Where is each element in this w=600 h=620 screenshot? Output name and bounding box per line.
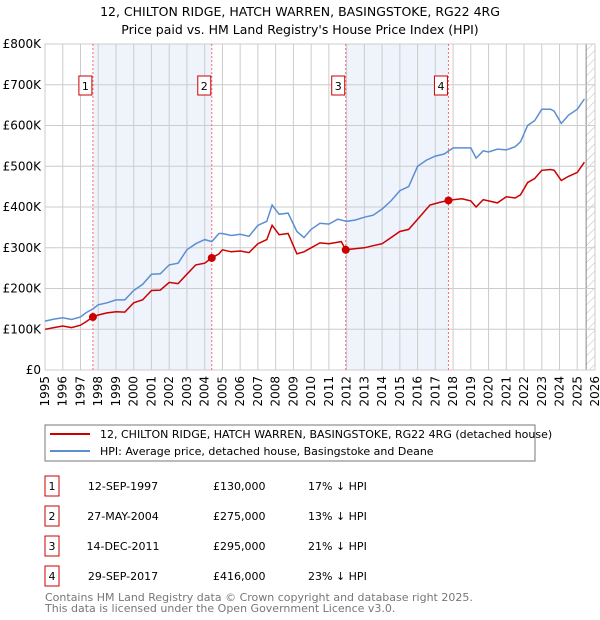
x-tick-label: 2013 — [357, 376, 371, 407]
x-tick-label: 1996 — [56, 376, 70, 407]
x-tick-label: 2025 — [570, 376, 584, 407]
x-tick-label: 2009 — [286, 376, 300, 407]
sale-label-box-1 — [78, 75, 93, 96]
x-tick-label: 1997 — [73, 376, 87, 407]
sale-label-number: 1 — [82, 80, 89, 93]
table-number-box — [44, 505, 60, 527]
x-tick-label: 2019 — [464, 376, 478, 407]
x-tick-label: 2023 — [535, 376, 549, 407]
x-tick-label: 2021 — [499, 376, 513, 407]
plot-border — [44, 43, 596, 371]
chart-subtitle: Price paid vs. HM Land Registry's House … — [121, 22, 478, 37]
table-date: 29-SEP-2017 — [88, 570, 158, 583]
table-price: £275,000 — [213, 510, 266, 523]
sale-label-box-3 — [331, 75, 346, 96]
x-tick-label: 2003 — [180, 376, 194, 407]
x-tick-label: 2018 — [446, 376, 460, 407]
x-tick-label: 1999 — [109, 376, 123, 407]
sale-label-number: 4 — [437, 80, 444, 93]
chart-title: 12, CHILTON RIDGE, HATCH WARREN, BASINGS… — [100, 4, 500, 19]
x-tick-label: 2015 — [393, 376, 407, 407]
y-tick-label: £100K — [3, 322, 43, 336]
y-tick-label: £700K — [3, 78, 43, 92]
y-tick-label: £0 — [26, 363, 41, 377]
table-number: 2 — [49, 510, 56, 523]
table-price: £295,000 — [213, 540, 266, 553]
table-price: £130,000 — [213, 480, 266, 493]
legend-label-price: 12, CHILTON RIDGE, HATCH WARREN, BASINGS… — [100, 428, 552, 441]
table-number: 1 — [49, 480, 56, 493]
y-tick-label: £600K — [3, 119, 43, 133]
x-tick-label: 2020 — [482, 376, 496, 407]
sale-point-4 — [444, 196, 453, 205]
table-hpi-diff: 13% ↓ HPI — [308, 510, 367, 523]
x-tick-label: 1998 — [91, 376, 105, 407]
y-tick-label: £200K — [3, 282, 43, 296]
table-hpi-diff: 21% ↓ HPI — [308, 540, 367, 553]
table-number-box — [44, 475, 60, 497]
sale-label-box-4 — [433, 75, 448, 96]
y-tick-label: £400K — [3, 200, 43, 214]
x-tick-label: 2007 — [251, 376, 265, 407]
x-tick-label: 2024 — [553, 376, 567, 407]
x-tick-label: 2011 — [322, 376, 336, 407]
table-date: 14-DEC-2011 — [86, 540, 159, 553]
legend-label-hpi: HPI: Average price, detached house, Basi… — [100, 445, 434, 458]
sale-point-1 — [88, 313, 97, 322]
x-tick-label: 2010 — [304, 376, 318, 407]
x-tick-label: 2017 — [428, 376, 442, 407]
footer-copyright: Contains HM Land Registry data © Crown c… — [45, 591, 473, 604]
sale-label-number: 3 — [335, 80, 342, 93]
table-date: 12-SEP-1997 — [88, 480, 158, 493]
x-tick-label: 2006 — [233, 376, 247, 407]
x-tick-label: 2001 — [144, 376, 158, 407]
table-number: 4 — [49, 570, 56, 583]
table-number: 3 — [49, 540, 56, 553]
plot-area: £0 £100K £200K £300K £400K £500K £600K £700K £80… — [3, 37, 600, 407]
table-number-box — [44, 535, 60, 557]
y-tick-label: £500K — [3, 159, 43, 173]
table-hpi-diff: 23% ↓ HPI — [308, 570, 367, 583]
sale-point-3 — [341, 245, 350, 254]
table-hpi-diff: 17% ↓ HPI — [308, 480, 367, 493]
price-series-line — [44, 161, 586, 331]
y-tick-label: £300K — [3, 241, 43, 255]
x-tick-label: 2000 — [127, 376, 141, 407]
x-tick-label: 2004 — [198, 376, 212, 407]
legend: 12, CHILTON RIDGE, HATCH WARREN, BASINGS… — [44, 424, 552, 462]
sales-table: 1 12-SEP-1997 £130,000 17% ↓ HPI 2 27-MAY-200… — [44, 475, 367, 587]
x-tick-label: 2002 — [162, 376, 176, 407]
x-tick-label: 1995 — [38, 376, 52, 407]
table-price: £416,000 — [213, 570, 266, 583]
hpi-series-line — [44, 98, 586, 322]
x-tick-label: 2008 — [269, 376, 283, 407]
x-tick-label: 2022 — [517, 376, 531, 407]
sale-label-box-2 — [197, 75, 212, 96]
x-tick-label: 2026 — [588, 376, 600, 407]
x-tick-label: 2014 — [375, 376, 389, 407]
x-tick-label: 2016 — [411, 376, 425, 407]
legend-box — [44, 424, 536, 462]
y-tick-label: £800K — [3, 37, 43, 51]
x-tick-label: 2005 — [215, 376, 229, 407]
x-tick-label: 2012 — [340, 376, 354, 407]
table-date: 27-MAY-2004 — [87, 510, 159, 523]
sale-point-2 — [207, 253, 216, 262]
table-number-box — [44, 565, 60, 587]
footer-licence: This data is licensed under the Open Gov… — [44, 602, 395, 615]
sale-label-number: 2 — [201, 80, 208, 93]
